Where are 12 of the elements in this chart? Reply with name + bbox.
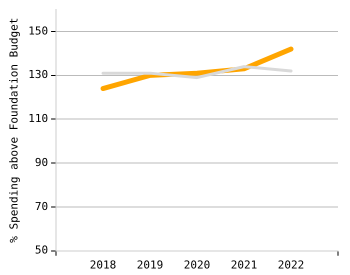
y-axis-title: % Spending above Foundation Budget bbox=[7, 18, 20, 243]
y-tick-label: 130 bbox=[28, 68, 48, 82]
x-tick-label: 2020 bbox=[184, 258, 210, 272]
x-tick-label: 2022 bbox=[278, 258, 304, 272]
x-tick-label: 2018 bbox=[90, 258, 116, 272]
x-tick-label: 2021 bbox=[230, 258, 258, 272]
y-tick-label: 70 bbox=[34, 200, 48, 213]
y-tick-label: 90 bbox=[34, 156, 48, 169]
x-tick-label: 2019 bbox=[136, 258, 164, 272]
y-tick-label: 150 bbox=[28, 24, 48, 38]
y-tick-label: 50 bbox=[34, 244, 48, 257]
y-tick-label: 110 bbox=[28, 112, 48, 126]
